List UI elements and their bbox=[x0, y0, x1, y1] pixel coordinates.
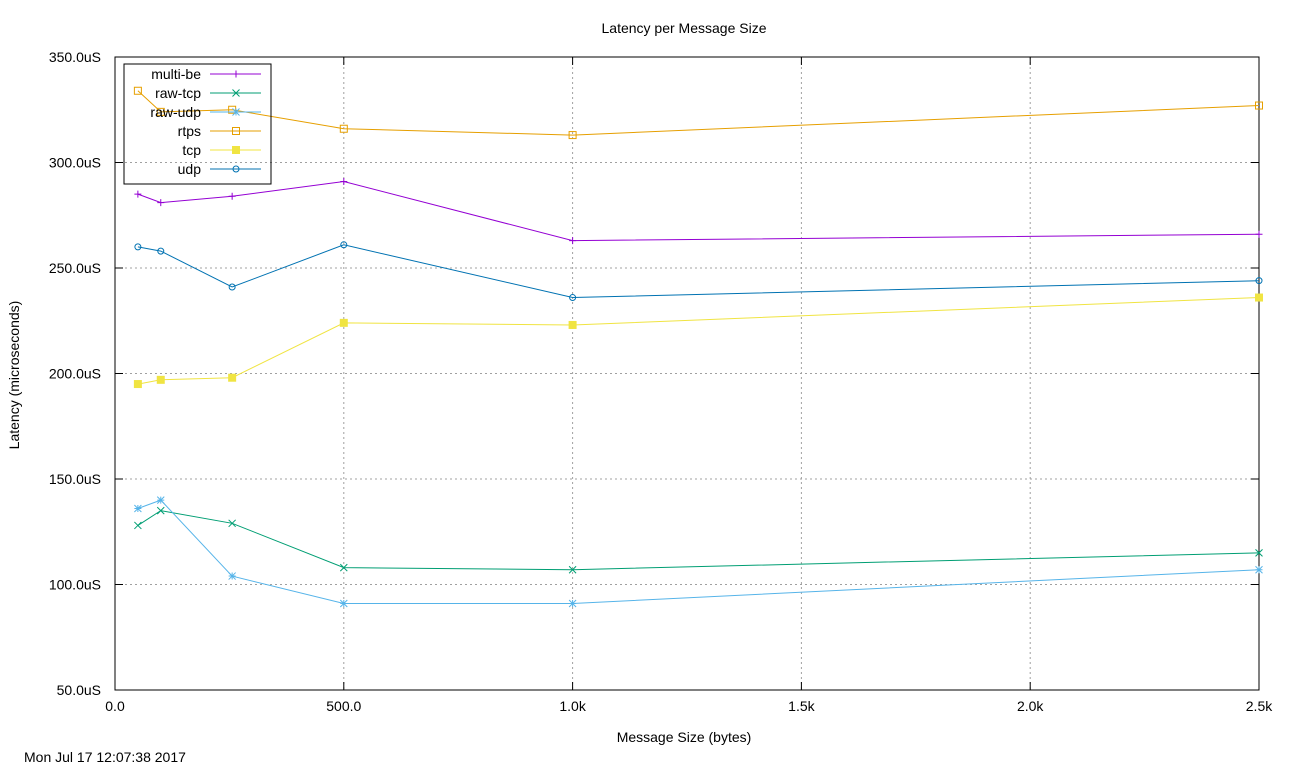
series-raw-udp bbox=[134, 496, 1263, 608]
data-point bbox=[232, 70, 240, 78]
data-point bbox=[134, 504, 142, 513]
data-point bbox=[134, 190, 142, 198]
y-tick-label: 300.0uS bbox=[49, 155, 101, 171]
data-point bbox=[339, 563, 348, 572]
series-raw-tcp bbox=[134, 506, 1263, 574]
series-line-raw-udp bbox=[137, 499, 1260, 604]
x-tick-label: 0.0 bbox=[105, 698, 125, 714]
y-tick-label: 200.0uS bbox=[49, 366, 101, 382]
data-point bbox=[156, 496, 165, 504]
series-line-rtps bbox=[137, 90, 1260, 136]
series-layer bbox=[133, 86, 1263, 608]
data-point bbox=[232, 108, 240, 116]
data-point bbox=[1255, 277, 1263, 285]
data-point bbox=[232, 165, 240, 173]
data-point bbox=[228, 572, 236, 580]
data-point bbox=[569, 237, 577, 245]
legend-label: raw-tcp bbox=[155, 85, 201, 101]
series-line-raw-tcp bbox=[137, 510, 1260, 571]
legend-label: tcp bbox=[182, 142, 201, 158]
data-point bbox=[156, 107, 165, 116]
series-rtps bbox=[133, 86, 1263, 140]
data-point bbox=[569, 294, 577, 302]
grid bbox=[115, 57, 1259, 690]
series-udp bbox=[134, 241, 1263, 302]
data-point bbox=[340, 177, 348, 185]
data-point bbox=[1255, 101, 1263, 110]
legend: multi-be raw-tcp raw-udp rtps tcp udp bbox=[123, 63, 272, 185]
x-tick-label: 2.5k bbox=[1246, 698, 1273, 714]
data-point bbox=[232, 127, 240, 135]
x-tick-label: 2.0k bbox=[1017, 698, 1044, 714]
legend-label: multi-be bbox=[151, 66, 201, 82]
data-point bbox=[228, 192, 236, 200]
x-tick-label: 1.5k bbox=[788, 698, 815, 714]
data-point bbox=[157, 247, 165, 255]
data-point bbox=[1255, 293, 1263, 302]
data-point bbox=[568, 565, 577, 574]
data-point bbox=[339, 318, 348, 327]
data-point bbox=[568, 131, 577, 140]
series-line-tcp bbox=[137, 297, 1260, 385]
timestamp-footer: Mon Jul 17 12:07:38 2017 bbox=[24, 749, 186, 765]
data-point bbox=[228, 283, 236, 291]
series-multi-be bbox=[134, 177, 1263, 245]
data-point bbox=[339, 599, 348, 608]
legend-label: rtps bbox=[178, 123, 201, 139]
data-point bbox=[340, 241, 348, 249]
data-point bbox=[228, 373, 237, 382]
axis-ticks: 50.0uS 100.0uS 150.0uS 200.0uS 250.0uS 300.0u… bbox=[49, 49, 1273, 714]
data-point bbox=[133, 380, 142, 389]
data-point bbox=[156, 506, 165, 515]
legend-box bbox=[123, 63, 272, 185]
data-point bbox=[134, 243, 142, 251]
series-line-multi-be bbox=[137, 180, 1260, 242]
data-point bbox=[1255, 565, 1263, 574]
legend-label: raw-udp bbox=[150, 104, 201, 120]
chart-title: Latency per Message Size bbox=[602, 20, 767, 36]
y-tick-label: 350.0uS bbox=[49, 49, 101, 65]
data-point bbox=[568, 320, 577, 329]
data-point bbox=[133, 86, 142, 95]
y-tick-label: 150.0uS bbox=[49, 471, 101, 487]
x-tick-label: 1.0k bbox=[559, 698, 586, 714]
data-point bbox=[568, 599, 577, 608]
data-point bbox=[134, 521, 142, 530]
data-point bbox=[157, 199, 165, 207]
data-point bbox=[156, 375, 165, 384]
legend-label: udp bbox=[178, 161, 202, 177]
x-tick-label: 500.0 bbox=[326, 698, 361, 714]
data-point bbox=[232, 146, 240, 154]
series-tcp bbox=[133, 293, 1263, 389]
data-point bbox=[339, 124, 348, 133]
x-axis-label: Message Size (bytes) bbox=[617, 729, 752, 745]
y-tick-label: 100.0uS bbox=[49, 577, 101, 593]
plot-border bbox=[114, 56, 1260, 691]
data-point bbox=[1255, 230, 1263, 238]
data-point bbox=[1255, 548, 1263, 557]
y-tick-label: 250.0uS bbox=[49, 260, 101, 276]
y-tick-label: 50.0uS bbox=[57, 682, 101, 698]
data-point bbox=[228, 519, 236, 528]
series-line-udp bbox=[137, 244, 1260, 299]
data-point bbox=[232, 89, 240, 97]
y-axis-label: Latency (microseconds) bbox=[6, 301, 22, 450]
